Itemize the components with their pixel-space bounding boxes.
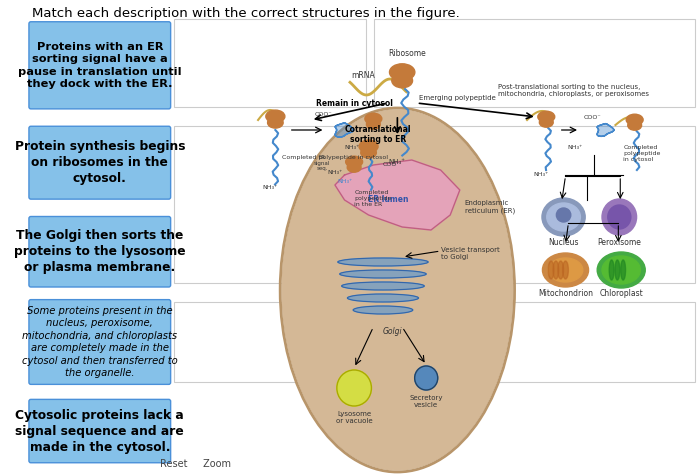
Text: NH₃⁺: NH₃⁺ [388, 159, 405, 165]
FancyBboxPatch shape [29, 22, 171, 109]
Text: Secretory
vesicle: Secretory vesicle [410, 395, 443, 408]
Text: Reset     Zoom: Reset Zoom [160, 459, 231, 469]
Polygon shape [335, 123, 354, 137]
Ellipse shape [626, 114, 643, 125]
Circle shape [337, 370, 372, 406]
Ellipse shape [389, 64, 415, 81]
Ellipse shape [602, 256, 640, 284]
Text: Lysosome
or vacuole: Lysosome or vacuole [336, 411, 372, 424]
Text: ER lumen: ER lumen [368, 196, 408, 205]
Text: Cotranslational
sorting to ER: Cotranslational sorting to ER [345, 125, 412, 144]
Ellipse shape [338, 258, 428, 266]
Text: Cytosolic proteins lack a
signal sequence and are
made in the cytosol.: Cytosolic proteins lack a signal sequenc… [15, 408, 184, 454]
Ellipse shape [547, 203, 580, 231]
Text: NH₃⁺: NH₃⁺ [337, 179, 352, 184]
Ellipse shape [558, 261, 564, 279]
FancyBboxPatch shape [374, 19, 695, 107]
Text: COO⁻: COO⁻ [584, 115, 601, 120]
Text: Protein synthesis begins
on ribosomes in the
cytosol.: Protein synthesis begins on ribosomes in… [15, 140, 185, 185]
Circle shape [602, 199, 636, 235]
Text: Peroxisome: Peroxisome [597, 238, 641, 247]
Ellipse shape [597, 252, 645, 288]
Ellipse shape [540, 118, 553, 127]
FancyBboxPatch shape [374, 302, 695, 382]
FancyBboxPatch shape [29, 126, 171, 199]
FancyBboxPatch shape [174, 302, 366, 382]
Text: The Golgi then sorts the
proteins to the lysosome
or plasma membrane.: The Golgi then sorts the proteins to the… [14, 229, 186, 274]
Ellipse shape [346, 156, 363, 167]
Text: ER
signal
seq.: ER signal seq. [314, 155, 330, 171]
Ellipse shape [556, 208, 570, 222]
Circle shape [414, 366, 438, 390]
Text: COO⁻: COO⁻ [314, 112, 332, 117]
Text: NH₃⁺: NH₃⁺ [568, 145, 582, 150]
Text: NH₃⁺: NH₃⁺ [328, 171, 342, 175]
Ellipse shape [615, 260, 620, 280]
Ellipse shape [553, 261, 559, 279]
FancyBboxPatch shape [29, 217, 171, 287]
FancyBboxPatch shape [29, 399, 171, 463]
Ellipse shape [542, 198, 585, 236]
Text: Nucleus: Nucleus [548, 238, 579, 247]
Text: Chloroplast: Chloroplast [599, 289, 643, 298]
Ellipse shape [628, 121, 642, 130]
Ellipse shape [354, 306, 413, 314]
Text: Remain in cytosol: Remain in cytosol [316, 98, 393, 107]
Ellipse shape [548, 261, 554, 279]
Text: Proteins with an ER
sorting signal have a
pause in translation until
they dock w: Proteins with an ER sorting signal have … [18, 42, 181, 89]
Text: Completed
polypeptide
in cytosol: Completed polypeptide in cytosol [623, 145, 661, 162]
Ellipse shape [360, 147, 377, 158]
Polygon shape [335, 160, 460, 230]
Ellipse shape [267, 117, 283, 128]
Polygon shape [597, 124, 614, 136]
Ellipse shape [342, 282, 424, 290]
Text: Post-translational sorting to the nucleus,
mitochondria, chloroplasts, or peroxi: Post-translational sorting to the nucleu… [498, 84, 649, 97]
Ellipse shape [366, 120, 380, 129]
Ellipse shape [609, 260, 614, 280]
Text: NH₃⁺: NH₃⁺ [344, 145, 360, 150]
Ellipse shape [542, 253, 589, 287]
FancyBboxPatch shape [174, 19, 366, 107]
Text: Mitochondrion: Mitochondrion [538, 289, 593, 298]
Text: Ribosome: Ribosome [388, 49, 426, 58]
Ellipse shape [621, 260, 626, 280]
Circle shape [608, 205, 631, 229]
FancyBboxPatch shape [29, 300, 171, 384]
Ellipse shape [563, 261, 568, 279]
Text: Emerging polypeptide: Emerging polypeptide [419, 95, 496, 101]
FancyBboxPatch shape [374, 126, 695, 283]
Text: Completed polypeptide in cytosol: Completed polypeptide in cytosol [282, 155, 388, 160]
Ellipse shape [266, 110, 285, 123]
Ellipse shape [538, 111, 554, 123]
Text: Match each description with the correct structures in the figure.: Match each description with the correct … [32, 7, 460, 20]
Text: Golgi: Golgi [383, 327, 402, 336]
Ellipse shape [365, 113, 382, 124]
Ellipse shape [347, 294, 419, 302]
FancyBboxPatch shape [174, 126, 366, 283]
Ellipse shape [548, 258, 583, 282]
Ellipse shape [282, 110, 512, 470]
Text: COO⁻: COO⁻ [383, 162, 400, 168]
Text: Some proteins present in the
nucleus, peroxisome,
mitochondria, and chloroplasts: Some proteins present in the nucleus, pe… [22, 306, 178, 378]
Text: Completed
polypeptide
in the ER: Completed polypeptide in the ER [354, 190, 391, 207]
Text: Vesicle transport
to Golgi: Vesicle transport to Golgi [440, 247, 499, 260]
Text: Endoplasmic
reticulum (ER): Endoplasmic reticulum (ER) [465, 200, 515, 214]
Text: NH₃⁺: NH₃⁺ [534, 172, 549, 177]
Ellipse shape [392, 74, 412, 88]
Ellipse shape [340, 270, 426, 278]
Ellipse shape [359, 140, 378, 152]
Ellipse shape [347, 162, 361, 172]
Text: mRNA: mRNA [351, 70, 375, 79]
Text: NH₃⁺: NH₃⁺ [262, 185, 277, 190]
